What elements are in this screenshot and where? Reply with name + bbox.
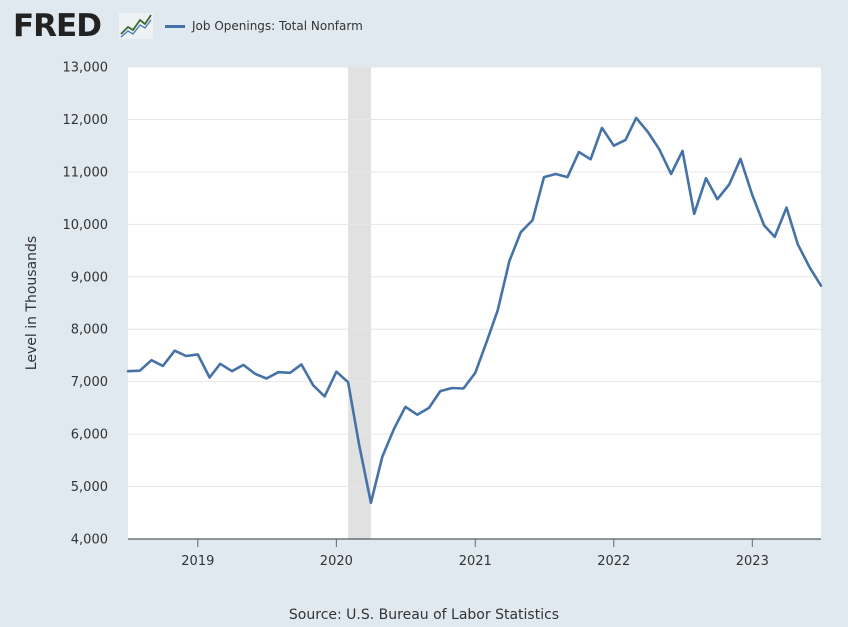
x-tick-label: 2020	[320, 554, 353, 569]
x-tick-label: 2023	[736, 554, 769, 569]
y-tick-label: 6,000	[71, 428, 108, 443]
fred-trend-line-icon	[119, 13, 153, 39]
series-line	[126, 116, 823, 505]
y-tick-label: 4,000	[71, 533, 108, 548]
y-tick-label: 10,000	[63, 218, 109, 233]
x-tick-label: 2022	[597, 554, 630, 569]
legend: Job Openings: Total Nonfarm	[165, 17, 363, 35]
y-tick-label: 9,000	[71, 270, 108, 285]
chart: 4,000 5,000 6,000 7,000 8,000 9,000 10,000 11,0…	[24, 61, 823, 569]
y-axis-label: Level in Thousands	[24, 236, 40, 370]
legend-swatch	[165, 24, 185, 28]
legend-label[interactable]: Job Openings: Total Nonfarm	[192, 19, 363, 33]
y-tick-label: 13,000	[63, 61, 109, 76]
x-tick-label: 2021	[459, 554, 492, 569]
plot-area	[128, 67, 821, 539]
x-tick-label: 2019	[181, 554, 214, 569]
y-tick-label: 5,000	[71, 480, 108, 495]
y-tick-label: 11,000	[63, 165, 109, 180]
source-note: Source: U.S. Bureau of Labor Statistics	[288, 607, 560, 623]
y-tick-label: 12,000	[63, 113, 109, 128]
y-tick-label: 7,000	[71, 375, 108, 390]
y-tick-label: 8,000	[71, 323, 108, 338]
recession-band	[348, 67, 371, 539]
fred-logo[interactable]: FRED	[13, 8, 102, 44]
